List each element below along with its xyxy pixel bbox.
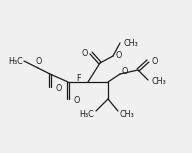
Text: H₃C: H₃C bbox=[79, 110, 94, 119]
Text: O: O bbox=[73, 95, 79, 104]
Text: F: F bbox=[76, 73, 81, 82]
Text: O: O bbox=[151, 56, 157, 65]
Text: O: O bbox=[115, 50, 121, 60]
Text: O: O bbox=[82, 49, 88, 58]
Text: CH₃: CH₃ bbox=[123, 39, 138, 47]
Text: O: O bbox=[36, 57, 42, 66]
Text: O: O bbox=[55, 84, 61, 93]
Text: O: O bbox=[122, 67, 128, 75]
Text: CH₃: CH₃ bbox=[151, 76, 166, 86]
Text: H₃C: H₃C bbox=[8, 56, 23, 65]
Text: CH₃: CH₃ bbox=[120, 110, 135, 119]
